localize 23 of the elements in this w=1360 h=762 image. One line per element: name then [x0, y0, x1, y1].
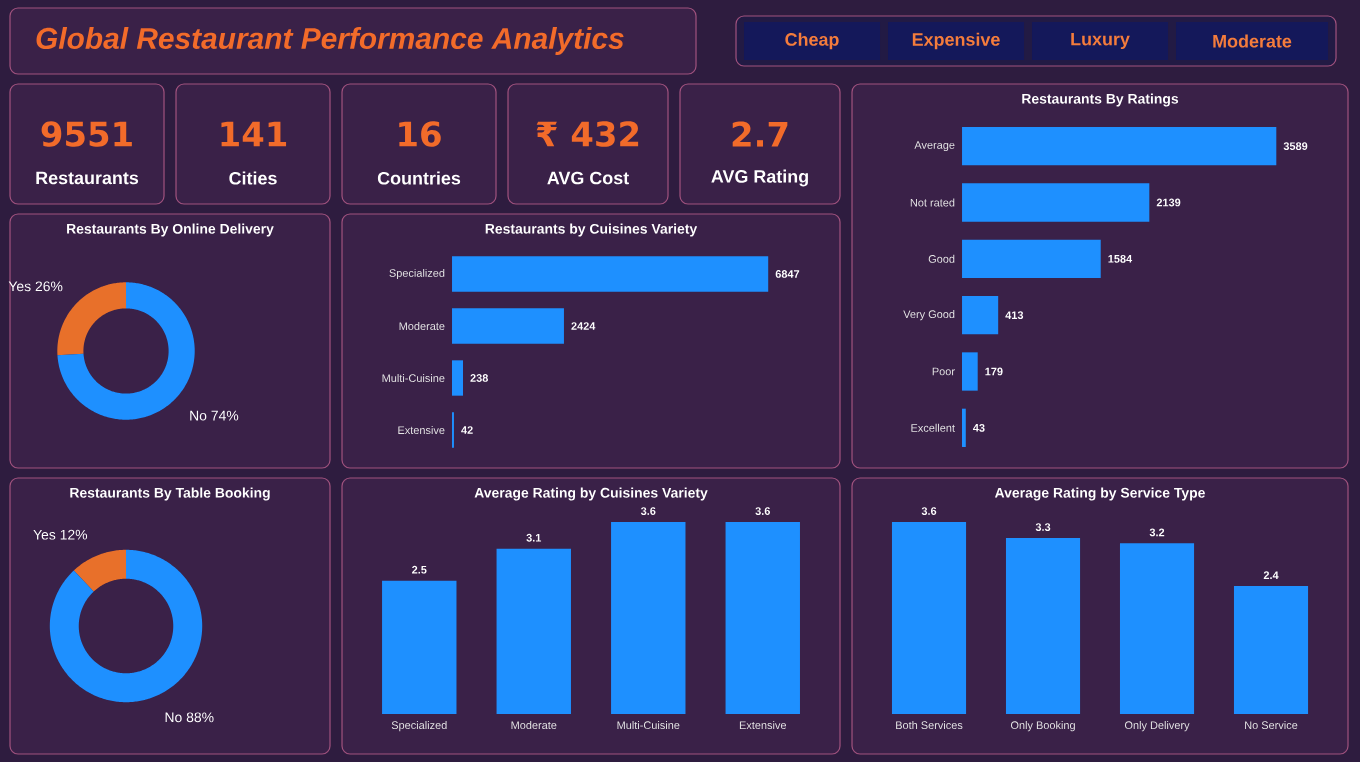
text: Cities	[229, 171, 277, 185]
bar	[962, 352, 978, 391]
bar	[962, 127, 1277, 166]
text: Luxury	[1071, 32, 1130, 50]
text: 141	[221, 121, 287, 147]
text: Cheap	[785, 32, 839, 50]
bar	[962, 183, 1150, 222]
text: 16	[399, 121, 441, 147]
text: Global Restaurant Performance Analytics	[36, 27, 624, 55]
bar	[962, 239, 1101, 278]
text: Expensive	[912, 32, 1000, 50]
text: Restaurants	[36, 171, 139, 185]
bar	[962, 296, 999, 335]
text: Moderate	[1213, 34, 1292, 48]
text: 2.7	[732, 121, 788, 147]
text: 9551	[41, 121, 132, 147]
bar	[452, 256, 769, 292]
text: ₹ 432	[536, 121, 639, 147]
text: AVG Rating	[711, 169, 808, 187]
text: Countries	[377, 171, 461, 185]
bar	[452, 308, 564, 344]
text: AVG Cost	[547, 171, 629, 185]
bar	[452, 360, 464, 396]
